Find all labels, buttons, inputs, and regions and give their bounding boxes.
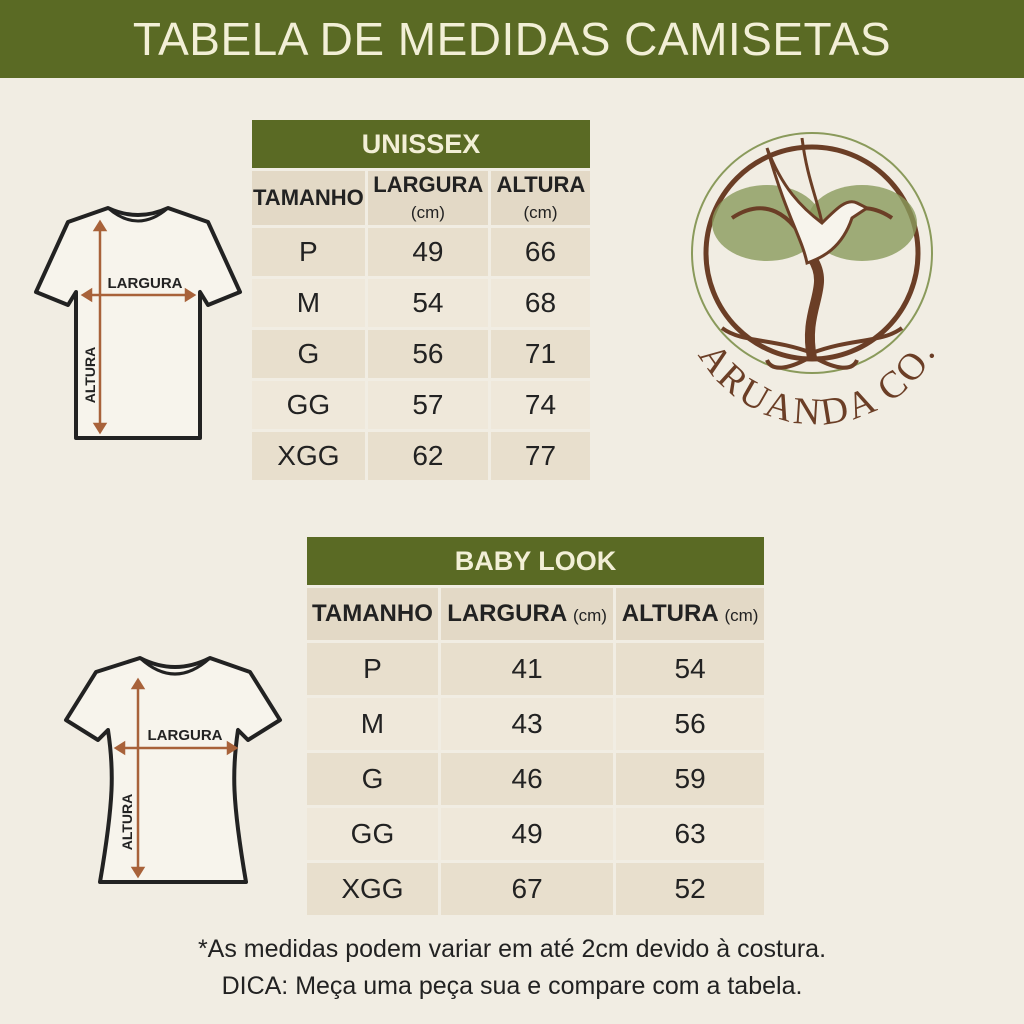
table-row: M 43 56 <box>307 698 764 750</box>
babylook-header-row: TAMANHO LARGURA (cm) ALTURA (cm) <box>307 588 764 640</box>
size-cell: M <box>307 698 438 750</box>
size-cell: M <box>252 279 365 327</box>
height-cell: 77 <box>491 432 590 480</box>
title-bar: TABELA DE MEDIDAS CAMISETAS <box>0 0 1024 78</box>
width-cell: 57 <box>367 381 488 429</box>
column-header-width: LARGURA (cm) <box>440 588 614 640</box>
height-cell: 63 <box>616 808 764 860</box>
babylook-table-title: BABY LOOK <box>307 537 764 585</box>
header-label: LARGURA <box>373 172 483 197</box>
header-label: ALTURA <box>621 600 718 627</box>
header-unit: (cm) <box>572 606 607 625</box>
height-cell: 74 <box>491 381 590 429</box>
table-row: XGG 67 52 <box>307 863 764 915</box>
table-row: G 46 59 <box>307 753 764 805</box>
unissex-table-title: UNISSEX <box>252 120 590 168</box>
page-title: TABELA DE MEDIDAS CAMISETAS <box>132 13 892 65</box>
width-cell: 43 <box>440 698 614 750</box>
size-cell: GG <box>307 808 438 860</box>
unissex-height-label: ALTURA <box>82 347 98 404</box>
table-row: G 56 71 <box>252 330 590 378</box>
table-row: M 54 68 <box>252 279 590 327</box>
column-header-width: LARGURA (cm) <box>367 171 488 225</box>
header-label: ALTURA <box>496 172 585 197</box>
size-cell: XGG <box>252 432 365 480</box>
footer-note: *As medidas podem variar em até 2cm devi… <box>197 935 827 963</box>
table-row: GG 57 74 <box>252 381 590 429</box>
header-label: LARGURA <box>447 600 567 627</box>
header-unit: (cm) <box>523 203 558 222</box>
table-row: GG 49 63 <box>307 808 764 860</box>
footer-tip: DICA: Meça uma peça sua e compare com a … <box>221 972 803 1000</box>
babylook-table: BABY LOOK TAMANHO LARGURA (cm) ALTURA (c… <box>304 534 767 918</box>
column-header-size: TAMANHO <box>307 588 438 640</box>
width-cell: 54 <box>367 279 488 327</box>
size-cell: P <box>307 643 438 695</box>
width-cell: 56 <box>367 330 488 378</box>
width-cell: 67 <box>440 863 614 915</box>
header-label: TAMANHO <box>253 185 364 210</box>
height-cell: 52 <box>616 863 764 915</box>
header-unit: (cm) <box>724 606 759 625</box>
height-cell: 59 <box>616 753 764 805</box>
size-cell: GG <box>252 381 365 429</box>
aruanda-logo: ARUANDA CO. <box>690 132 942 428</box>
height-cell: 56 <box>616 698 764 750</box>
width-cell: 49 <box>440 808 614 860</box>
table-row: XGG 62 77 <box>252 432 590 480</box>
table-row: P 41 54 <box>307 643 764 695</box>
header-unit: (cm) <box>410 203 445 222</box>
width-cell: 46 <box>440 753 614 805</box>
width-cell: 49 <box>367 228 488 276</box>
babylook-width-label: LARGURA <box>148 727 223 744</box>
height-cell: 68 <box>491 279 590 327</box>
column-header-height: ALTURA (cm) <box>491 171 590 225</box>
height-cell: 66 <box>491 228 590 276</box>
size-cell: P <box>252 228 365 276</box>
column-header-height: ALTURA (cm) <box>616 588 764 640</box>
table-row: P 49 66 <box>252 228 590 276</box>
unissex-header-row: TAMANHO LARGURA (cm) ALTURA (cm) <box>252 171 590 225</box>
width-cell: 62 <box>367 432 488 480</box>
unissex-shirt-diagram: LARGURA ALTURA <box>34 206 242 440</box>
width-cell: 41 <box>440 643 614 695</box>
babylook-shirt-diagram: LARGURA ALTURA <box>64 656 282 884</box>
header-label: TAMANHO <box>312 600 433 627</box>
height-cell: 71 <box>491 330 590 378</box>
column-header-size: TAMANHO <box>252 171 365 225</box>
unissex-width-label: LARGURA <box>108 275 183 292</box>
unissex-table: UNISSEX TAMANHO LARGURA (cm) ALTURA (cm)… <box>249 117 593 483</box>
babylook-height-label: ALTURA <box>119 794 135 851</box>
size-cell: G <box>307 753 438 805</box>
height-cell: 54 <box>616 643 764 695</box>
size-cell: XGG <box>307 863 438 915</box>
size-cell: G <box>252 330 365 378</box>
